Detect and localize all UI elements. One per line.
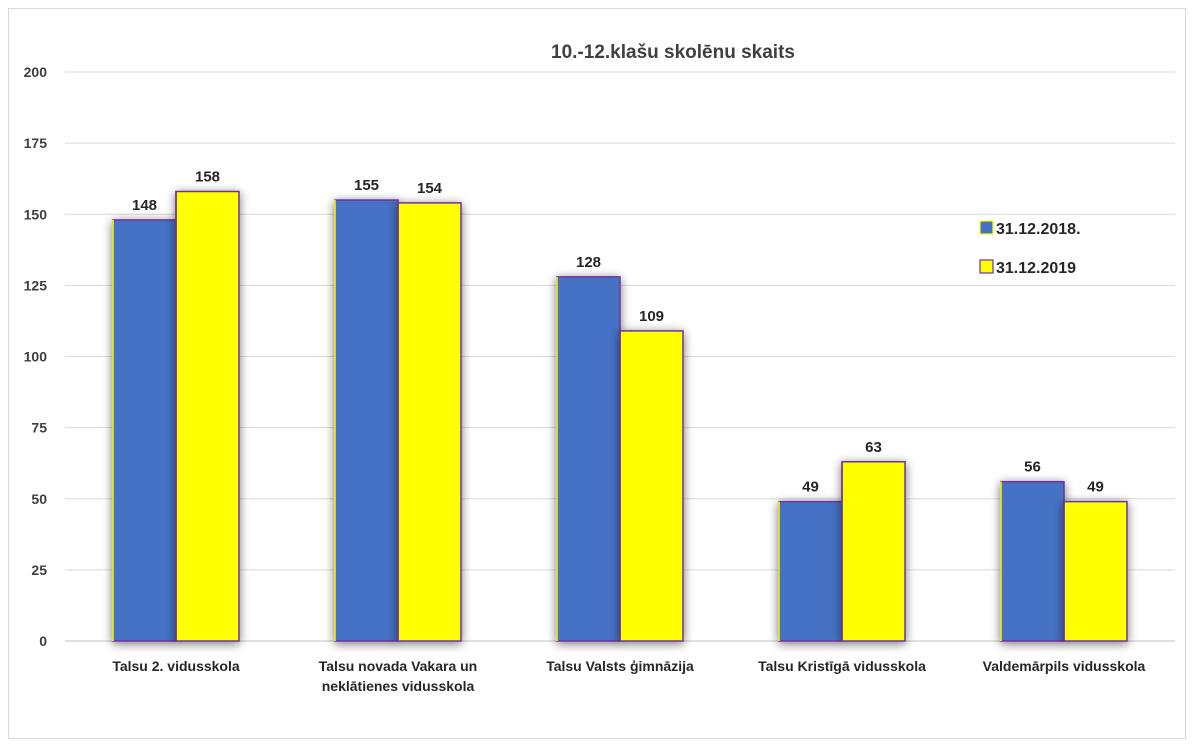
data-label: 49 (1087, 479, 1104, 496)
legend-swatch (979, 259, 994, 274)
data-label: 56 (1024, 459, 1041, 476)
y-tick-label: 200 (24, 64, 48, 80)
bars: 148 158 155 154 128 109 49 63 56 49 (112, 168, 1128, 642)
y-tick-label: 125 (24, 277, 48, 293)
bar-2019 (841, 461, 906, 642)
chart-title: 10.-12.klašu skolēnu skaits (551, 42, 795, 63)
x-axis: Talsu 2. vidusskola Talsu novada Vakara u… (112, 658, 1145, 694)
legend-label: 31.12.2018. (996, 221, 1081, 238)
legend: 31.12.2018. 31.12.2019 (979, 220, 1081, 277)
data-label: 49 (802, 479, 819, 496)
data-label: 154 (417, 180, 443, 197)
data-label: 128 (576, 254, 601, 271)
chart-frame (8, 8, 1186, 739)
gridlines (65, 71, 1175, 642)
y-tick-label: 100 (24, 349, 48, 365)
legend-swatch (979, 220, 994, 235)
bar-2019 (619, 330, 684, 642)
y-tick-label: 175 (24, 135, 48, 151)
legend-label: 31.12.2019 (996, 260, 1076, 277)
bar-2019 (175, 190, 240, 642)
y-tick-label: 25 (31, 562, 47, 578)
x-category-label: Talsu 2. vidusskola (112, 658, 240, 674)
bar-2019 (397, 202, 462, 642)
x-category-label: Talsu Kristīgā vidusskola (758, 658, 926, 674)
bar-2018 (334, 199, 399, 642)
data-label: 109 (639, 308, 664, 325)
bar-2018 (556, 276, 621, 642)
y-axis: 0 25 50 75 100 125 150 175 200 (24, 64, 48, 649)
bar-2018 (778, 500, 843, 642)
x-category-label: Valdemārpils vidusskola (983, 658, 1146, 674)
data-label: 148 (132, 197, 157, 214)
y-tick-label: 0 (39, 633, 47, 649)
data-label: 63 (865, 439, 882, 456)
x-category-label: Talsu Valsts ģimnāzija (546, 658, 694, 674)
y-tick-label: 75 (31, 420, 47, 436)
data-label: 155 (354, 177, 379, 194)
bar-2018 (112, 219, 177, 642)
bar-2018 (1000, 480, 1065, 642)
bar-2019 (1063, 500, 1128, 642)
data-label: 158 (195, 168, 220, 185)
x-category-label: Talsu novada Vakara un neklātienes viduss… (319, 658, 477, 694)
y-tick-label: 150 (24, 206, 48, 222)
y-tick-label: 50 (31, 491, 47, 507)
